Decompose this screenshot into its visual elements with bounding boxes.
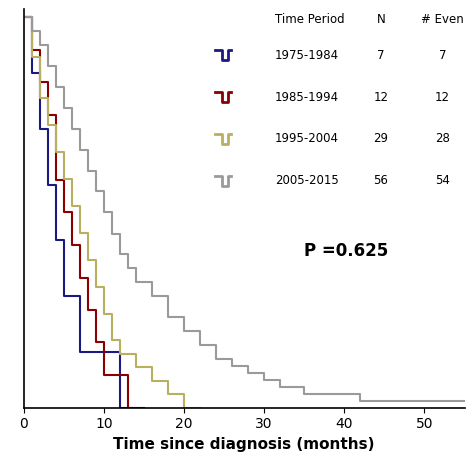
Text: # Even: # Even: [421, 13, 464, 27]
Text: 1985-1994: 1985-1994: [275, 91, 339, 104]
Text: 7: 7: [439, 49, 446, 62]
Text: 56: 56: [374, 174, 388, 187]
X-axis label: Time since diagnosis (months): Time since diagnosis (months): [113, 437, 375, 452]
Text: 29: 29: [373, 132, 388, 146]
Text: 12: 12: [435, 91, 450, 104]
Text: 54: 54: [435, 174, 450, 187]
Text: 7: 7: [377, 49, 384, 62]
Text: 28: 28: [435, 132, 450, 146]
Text: 1995-2004: 1995-2004: [275, 132, 339, 146]
Text: 12: 12: [373, 91, 388, 104]
Text: Time Period: Time Period: [275, 13, 345, 27]
Text: 2005-2015: 2005-2015: [275, 174, 339, 187]
Text: P =0.625: P =0.625: [304, 243, 389, 261]
Text: N: N: [376, 13, 385, 27]
Text: 1975-1984: 1975-1984: [275, 49, 339, 62]
